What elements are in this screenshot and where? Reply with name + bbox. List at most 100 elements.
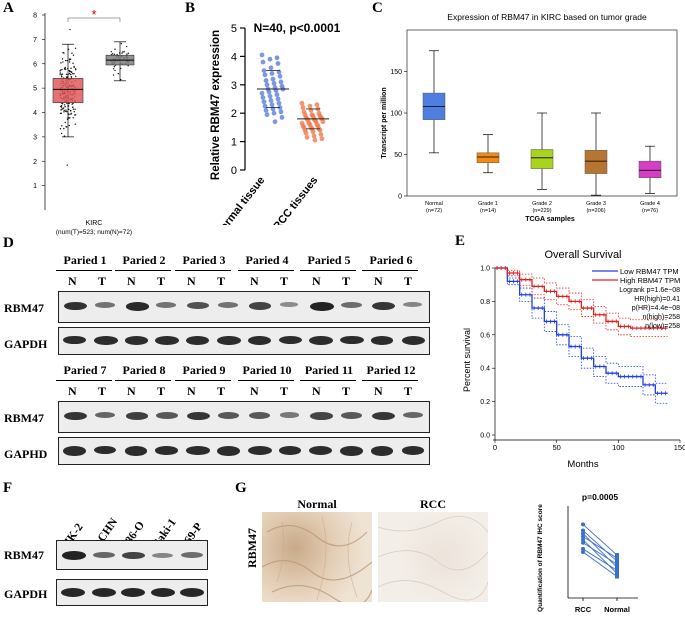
lane-t: T: [342, 274, 351, 288]
header-underline: [115, 380, 171, 381]
data-point: [276, 100, 282, 106]
lane-t: T: [280, 274, 289, 288]
y-tick-label: 4: [33, 110, 37, 117]
band-loading: [401, 336, 426, 346]
blot-header: Paried 4: [245, 253, 289, 267]
header-underline: [56, 380, 112, 381]
ihc-image-rcc: [378, 512, 488, 602]
jitter-point: [61, 73, 64, 75]
data-point: [261, 99, 267, 105]
lane-n: N: [374, 384, 383, 398]
jitter-point: [112, 74, 115, 76]
jitter-point: [68, 61, 71, 63]
jitter-point: [60, 109, 62, 111]
x-tick-label: Grade 3: [586, 201, 606, 207]
survival-curve-low: [495, 267, 668, 394]
jitter-point: [68, 72, 71, 75]
jitter-point: [120, 78, 122, 81]
band-loading: [217, 446, 241, 456]
jitter-point: [71, 72, 74, 75]
panel-e-ylabel: Percent survival: [462, 328, 472, 392]
band-rbm47: [94, 302, 115, 308]
jitter-point: [122, 51, 124, 53]
legend-high-label: High RBM47 TPM: [620, 276, 680, 285]
lane-n: N: [68, 384, 77, 398]
y-tick-label: 0.0: [480, 433, 490, 440]
panel-b-y-axis: 0 1 2 3 4 5: [231, 23, 246, 177]
panel-g-rcc-label: RCC: [420, 497, 446, 511]
band-loading: [93, 336, 118, 345]
band-loading: [124, 336, 148, 345]
jitter-point: [63, 135, 66, 137]
jitter-point: [59, 72, 62, 74]
jitter-point: [68, 113, 70, 116]
jitter-point: [66, 59, 68, 62]
band-loading: [124, 446, 148, 456]
panel-g-axis: [567, 506, 638, 601]
row-label-loading: GAPDH: [4, 337, 48, 351]
band-rbm47: [402, 412, 424, 419]
jitter-point: [73, 72, 75, 75]
data-point: [275, 61, 281, 66]
pair-point-normal: [615, 574, 619, 579]
jitter-point: [68, 102, 70, 105]
x-tick-label: Grade 1: [478, 201, 498, 207]
legend-low-label: Low RBM47 TPM: [620, 267, 679, 276]
band-rbm47: [156, 302, 177, 308]
data-point: [311, 133, 317, 139]
jitter-point: [65, 109, 67, 111]
lane-t: T: [280, 384, 289, 398]
lane-n: N: [250, 384, 259, 398]
lane-t: T: [217, 274, 226, 288]
jitter-point: [120, 42, 123, 45]
panel-c-ylabel: Transcript per million: [381, 87, 388, 158]
data-point: [271, 110, 277, 116]
y-tick-label: 0.2: [480, 399, 490, 406]
data-point: [270, 76, 276, 82]
data-point: [259, 52, 265, 58]
panel-g-pairs: [581, 522, 619, 579]
data-point: [262, 72, 268, 78]
jitter-point: [65, 73, 68, 76]
data-point: [263, 107, 269, 113]
band-rbm47: [279, 412, 300, 418]
y-tick-label: 1: [231, 137, 237, 149]
panel-label-g: G: [235, 480, 247, 496]
jitter-point: [64, 67, 66, 70]
band-loading: [155, 336, 180, 345]
y-tick-label: 5: [231, 23, 237, 35]
ihc-normal-texture: [262, 516, 372, 602]
stat-logrank: Logrank p=1.6e−08: [619, 287, 680, 294]
data-point: [267, 93, 273, 99]
jitter-point: [114, 48, 116, 50]
jitter-point: [73, 111, 75, 113]
lane-t: T: [98, 384, 107, 398]
jitter-point: [73, 66, 75, 68]
x-tick-label: 50: [552, 443, 560, 452]
band-loading: [340, 336, 364, 345]
pair-point-rcc: [581, 537, 585, 542]
x-tick-n: (n=206): [586, 208, 605, 214]
data-point: [303, 130, 309, 136]
panel-g-xlabel-normal: Normal: [604, 605, 630, 614]
band-rbm47: [218, 302, 239, 308]
band-loading: [340, 446, 363, 456]
jitter-point: [61, 58, 64, 60]
data-point: [274, 55, 280, 61]
jitter-point: [64, 59, 67, 62]
band-rbm47: [181, 552, 203, 559]
jitter-point: [61, 76, 63, 78]
y-tick-label: 0.6: [480, 332, 490, 339]
jitter-point: [126, 53, 128, 55]
panel-a-boxplot: 1 2 3 4 5 6 7 8 * KIRC (num(T)=523; num(N)=72): [33, 7, 135, 236]
band-rbm47: [341, 412, 363, 419]
lane-t: T: [404, 274, 413, 288]
header-underline: [362, 270, 418, 271]
jitter-point: [70, 73, 72, 76]
jitter-point: [68, 108, 70, 111]
data-point: [261, 68, 267, 73]
band-loading: [63, 446, 87, 456]
band-rbm47: [218, 412, 240, 419]
panel-g-xlabel-rcc: RCC: [575, 605, 592, 614]
panel-e-title: Overall Survival: [544, 249, 621, 261]
